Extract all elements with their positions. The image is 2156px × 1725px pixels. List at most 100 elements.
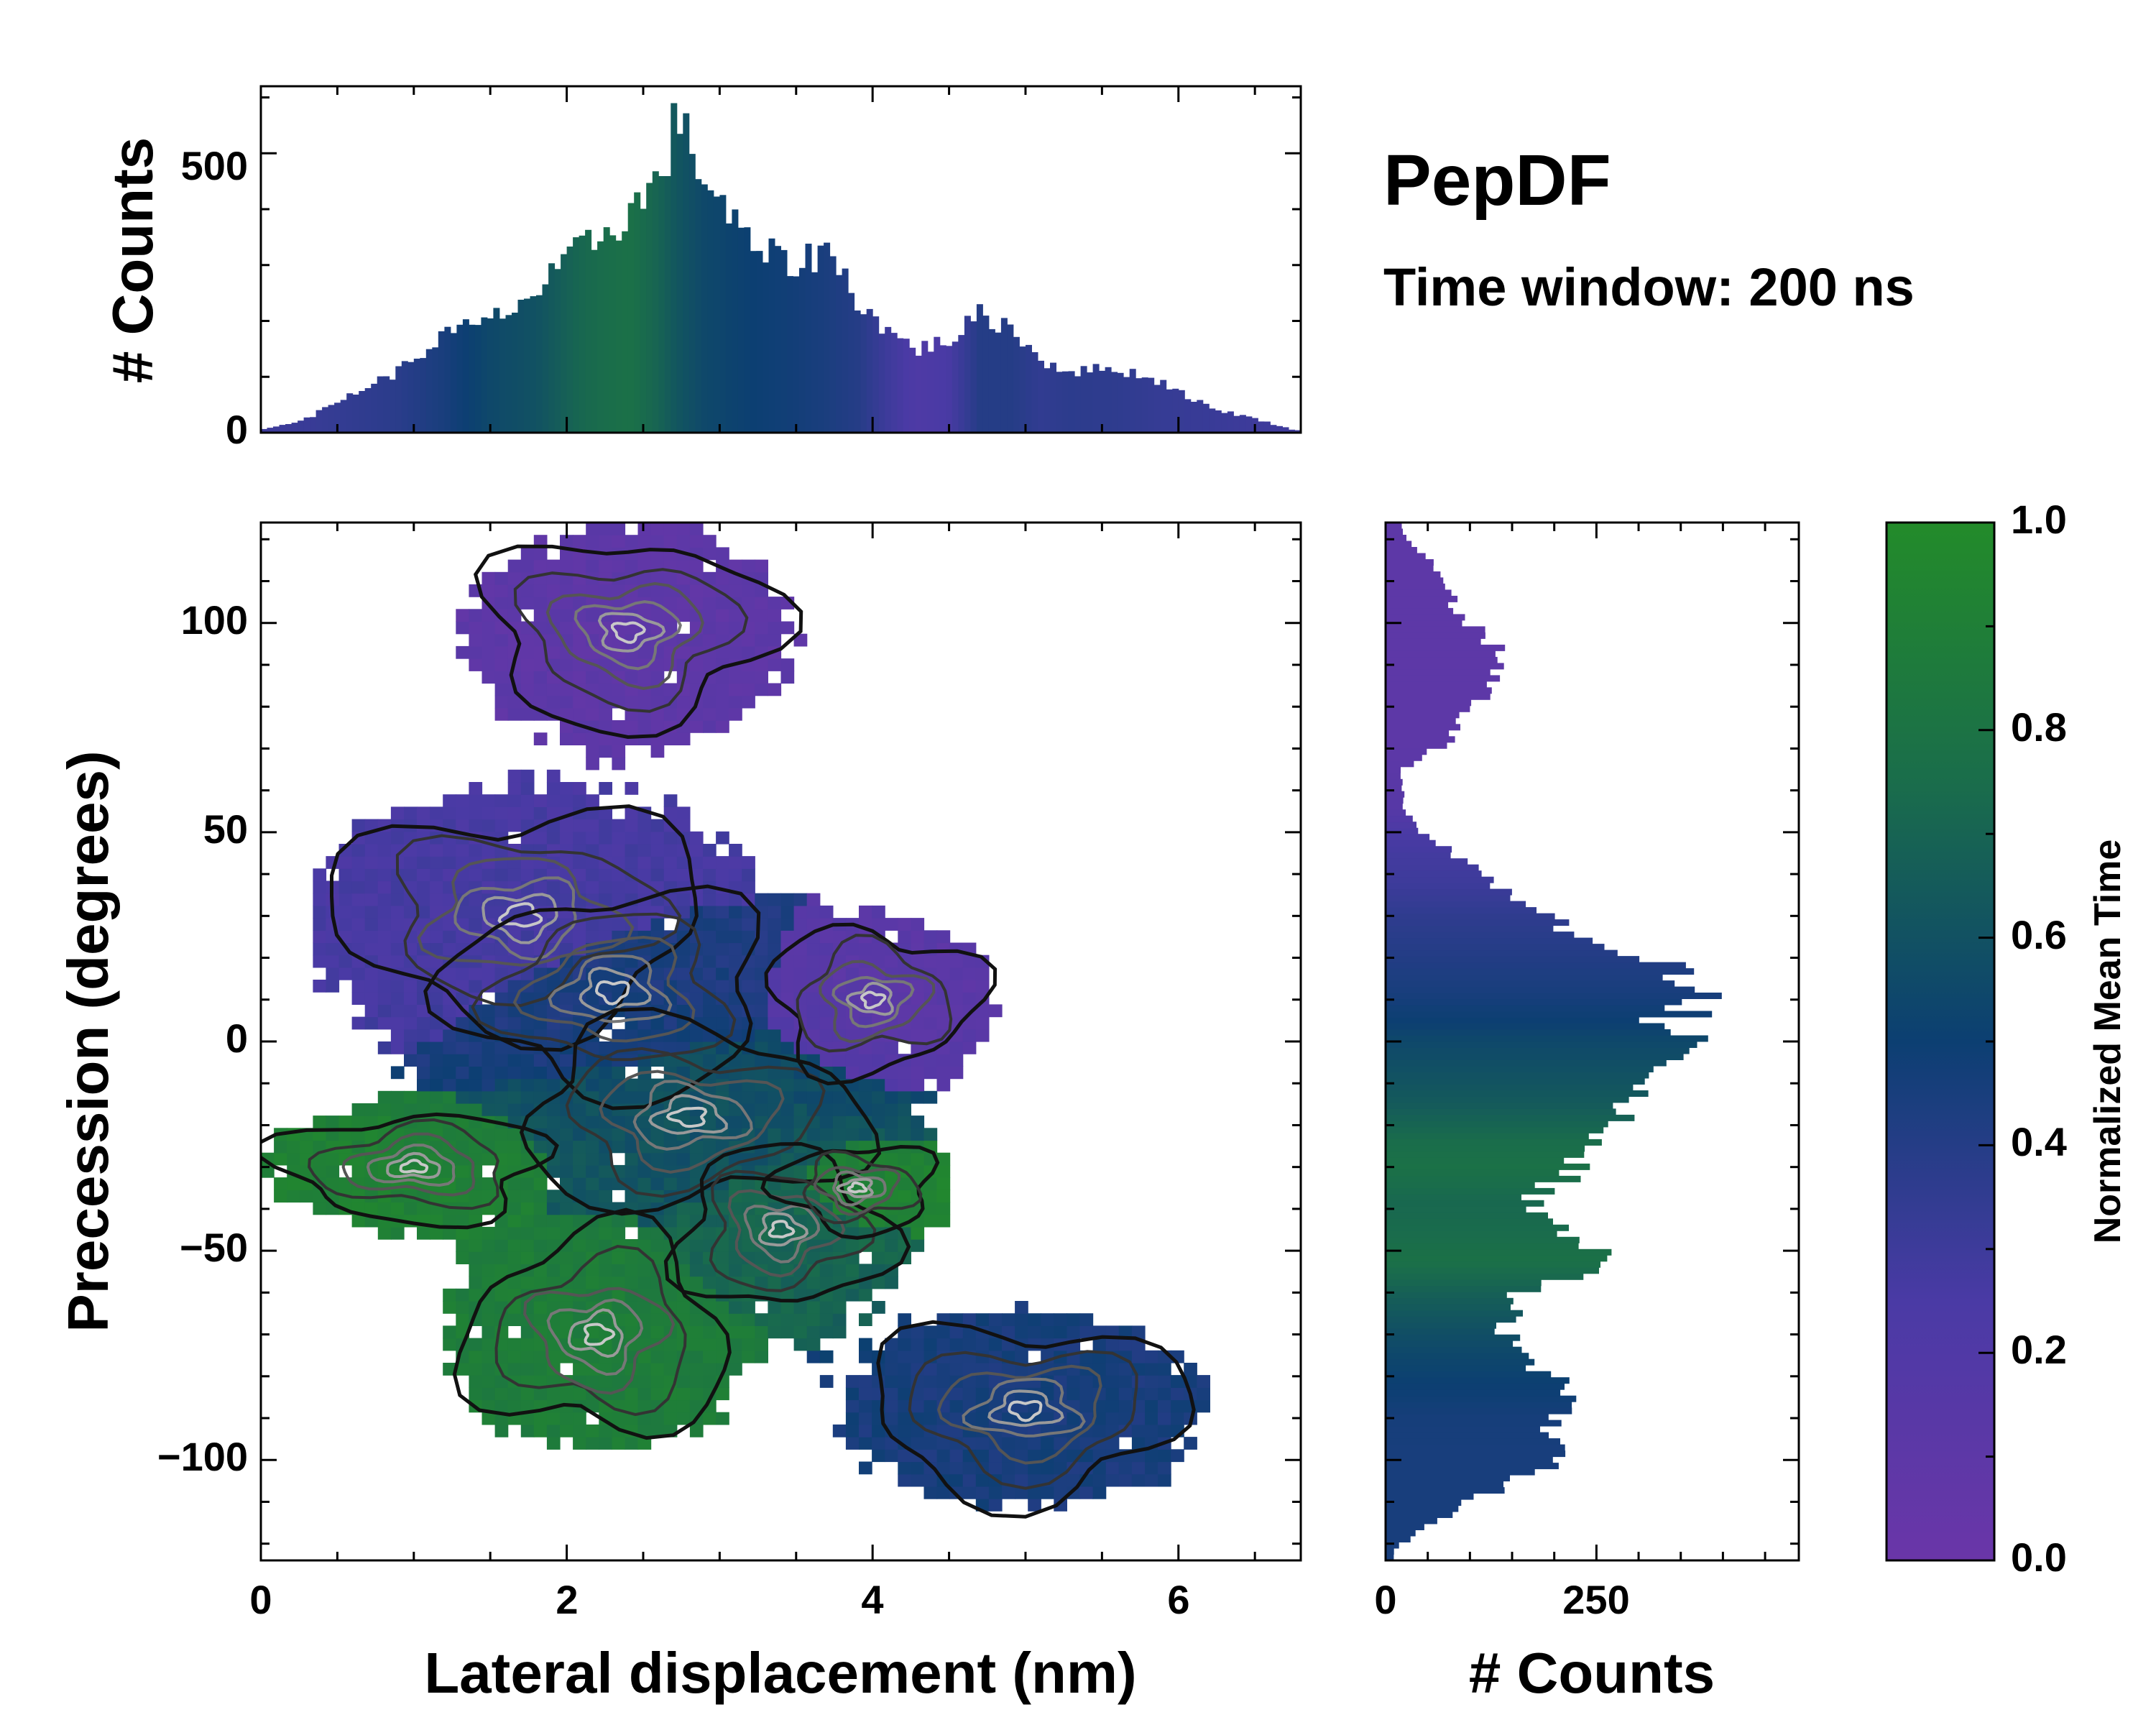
heatmap-cell — [351, 1164, 366, 1178]
heatmap-cell — [962, 954, 977, 968]
heatmap-cell — [1041, 1313, 1054, 1326]
heatmap-cell — [872, 918, 885, 931]
heatmap-cell — [482, 967, 496, 980]
heatmap-cell — [716, 547, 729, 561]
density-contour — [768, 1220, 796, 1238]
heatmap-cell — [650, 671, 665, 684]
heatmap-cell — [729, 930, 742, 944]
right-histogram-bar — [1386, 803, 1403, 810]
heatmap-cell — [819, 1350, 834, 1363]
heatmap-cell — [520, 645, 535, 659]
heatmap-cell — [351, 856, 366, 869]
heatmap-cell — [859, 1375, 872, 1388]
heatmap-cell — [625, 1338, 639, 1351]
right-histogram-bar — [1386, 650, 1496, 658]
heatmap-cell — [663, 856, 678, 869]
heatmap-cell — [456, 1301, 469, 1314]
top-histogram-bar — [340, 400, 347, 433]
heatmap-cell — [430, 1226, 443, 1240]
heatmap-cell — [663, 794, 678, 807]
heatmap-cell — [755, 992, 768, 1005]
heatmap-cell — [338, 967, 353, 980]
right-histogram-bar — [1386, 1493, 1474, 1500]
heatmap-cell — [885, 918, 898, 931]
right-histogram-bar — [1386, 809, 1406, 816]
heatmap-cell — [936, 1387, 951, 1401]
right-histogram-bar — [1386, 773, 1401, 780]
top-histogram-bar — [1190, 402, 1197, 433]
heatmap-cell — [586, 819, 599, 832]
right-histogram-bar — [1386, 1059, 1667, 1067]
heatmap-cell — [520, 633, 535, 647]
heatmap-cell — [573, 1177, 586, 1190]
heatmap-cell — [351, 819, 366, 832]
heatmap-cell — [845, 1399, 860, 1413]
density-contour — [648, 1094, 728, 1135]
top-histogram-bar — [524, 298, 530, 433]
heatmap-cell — [911, 1226, 925, 1240]
heatmap-cell — [507, 1276, 522, 1289]
heatmap-cell — [650, 535, 665, 548]
heatmap-cell — [716, 980, 729, 993]
heatmap-cell — [1118, 1325, 1133, 1339]
heatmap-cell — [338, 1152, 353, 1166]
density-contour — [796, 934, 953, 1053]
top-histogram-bar — [1141, 377, 1148, 433]
heatmap-cell — [1015, 1473, 1028, 1487]
heatmap-cell — [689, 1375, 704, 1388]
heatmap-cell — [533, 1177, 548, 1190]
right-histogram-bar — [1386, 1542, 1399, 1549]
heatmap-cell — [859, 1350, 872, 1363]
heatmap-cell — [599, 1190, 612, 1203]
heatmap-cell — [417, 1078, 430, 1092]
heatmap-cell — [533, 1066, 548, 1080]
heatmap-cell — [1028, 1325, 1041, 1339]
heatmap-cell — [364, 992, 379, 1005]
heatmap-cell — [338, 905, 353, 919]
heatmap-cell — [872, 1239, 885, 1252]
heatmap-cell — [911, 1437, 925, 1450]
heatmap-cell — [482, 819, 496, 832]
heatmap-cell — [663, 597, 678, 610]
top-histogram-bar — [763, 262, 769, 433]
heatmap-cell — [586, 745, 599, 758]
right-histogram-bar — [1386, 1121, 1608, 1128]
top-histogram-bar — [719, 195, 727, 433]
heatmap-cell — [650, 523, 665, 535]
heatmap-cell — [936, 1325, 951, 1339]
right-histogram-bar — [1386, 1145, 1585, 1152]
heatmap-cell — [949, 1461, 964, 1475]
heatmap-cell — [507, 1202, 522, 1215]
heatmap-cell — [338, 954, 353, 968]
heatmap-cell — [832, 1325, 847, 1339]
heatmap-cell — [599, 720, 612, 733]
heatmap-cell — [364, 868, 379, 882]
heatmap-cell — [1079, 1313, 1094, 1326]
heatmap-cell — [793, 918, 808, 931]
heatmap-cell — [586, 1226, 599, 1240]
heatmap-cell — [430, 806, 443, 820]
heatmap-cell — [546, 683, 561, 696]
heatmap-cell — [1171, 1412, 1184, 1425]
heatmap-cell — [625, 1325, 639, 1339]
top-histogram-bar — [732, 209, 739, 433]
heatmap-cell — [625, 1437, 639, 1450]
heatmap-cell — [650, 1387, 665, 1401]
heatmap-cell — [898, 1066, 911, 1080]
heatmap-cell — [625, 782, 639, 795]
heatmap-cell — [755, 621, 768, 635]
top-histogram-bar — [836, 275, 843, 433]
heatmap-cell — [923, 930, 938, 944]
heatmap-cell — [676, 535, 691, 548]
heatmap-cell — [533, 1239, 548, 1252]
heatmap-cell — [507, 609, 522, 622]
heatmap-cell — [1092, 1486, 1107, 1499]
heatmap-cell — [859, 1424, 872, 1438]
heatmap-cell — [768, 942, 782, 956]
heatmap-cell — [1067, 1412, 1081, 1425]
heatmap-cell — [819, 1128, 834, 1141]
heatmap-cell — [494, 880, 509, 894]
density-contour — [341, 1132, 476, 1197]
right-histogram-bar — [1386, 1248, 1612, 1256]
heatmap-cell — [949, 1004, 964, 1018]
